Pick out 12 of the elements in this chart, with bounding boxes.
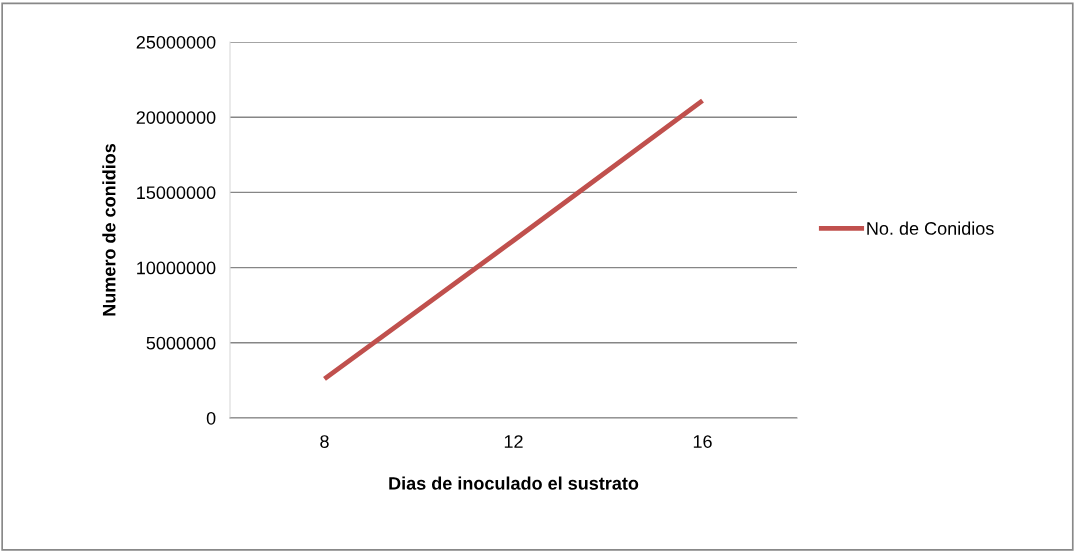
y-tick-label: 0 xyxy=(206,411,216,425)
y-tick-label: 15000000 xyxy=(137,186,216,200)
y-tick-label: 5000000 xyxy=(146,336,216,350)
x-tick-label: 16 xyxy=(693,435,712,448)
x-axis-title: Dias de inoculado el sustrato xyxy=(389,476,639,490)
y-tick-label: 25000000 xyxy=(136,35,216,49)
y-axis-title: Numero de conidios xyxy=(102,143,116,316)
y-tick-label: 10000000 xyxy=(137,261,216,275)
x-tick-label: 8 xyxy=(320,435,329,448)
x-tick-label: 12 xyxy=(504,435,523,448)
y-tick-label: 20000000 xyxy=(136,111,216,124)
legend-label: No. de Conidios xyxy=(867,221,994,235)
